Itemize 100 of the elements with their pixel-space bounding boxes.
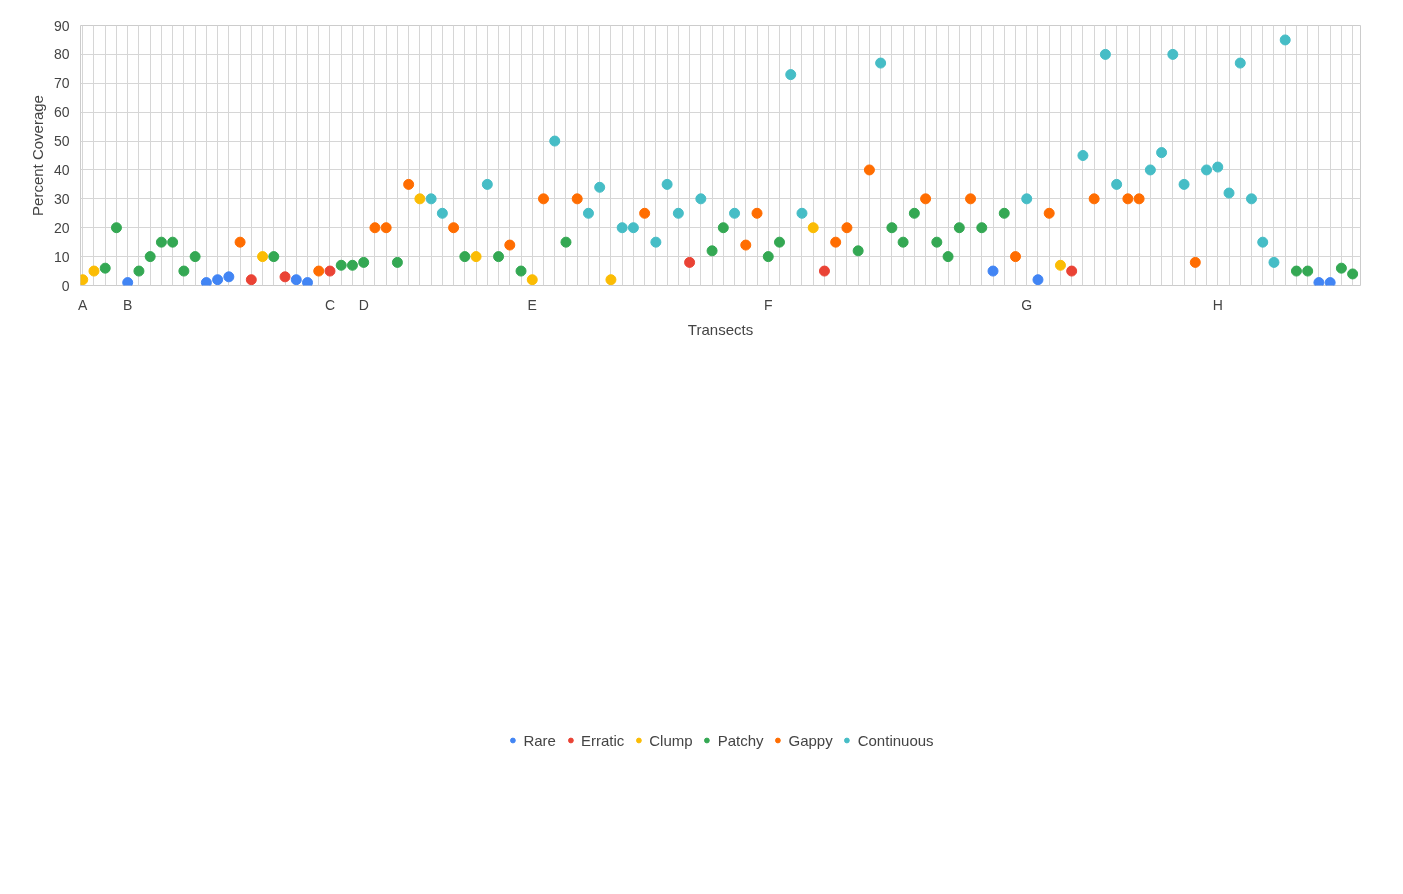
point <box>302 277 314 286</box>
point <box>1245 193 1257 205</box>
point <box>908 207 920 219</box>
point <box>335 259 347 271</box>
legend-label: Clump <box>649 731 693 749</box>
legend-label: Rare <box>523 731 556 749</box>
y-tick-label: 90 <box>53 17 70 34</box>
point <box>897 236 909 248</box>
point <box>515 265 527 277</box>
point <box>493 251 505 263</box>
point <box>1043 207 1055 219</box>
point <box>605 274 617 286</box>
point <box>976 222 988 234</box>
point <box>110 222 122 234</box>
point <box>1122 193 1134 205</box>
point <box>1347 268 1359 280</box>
legend-label: Gappy <box>788 731 833 749</box>
point <box>1279 34 1291 46</box>
point <box>1021 193 1033 205</box>
y-tick-label: 70 <box>53 75 70 92</box>
point <box>1032 274 1044 286</box>
point <box>852 245 864 257</box>
point <box>672 207 684 219</box>
point <box>830 236 842 248</box>
x-tick-label: C <box>324 296 336 313</box>
point <box>751 207 763 219</box>
point <box>1201 164 1213 176</box>
point <box>717 222 729 234</box>
point <box>774 236 785 248</box>
point <box>785 69 797 81</box>
point <box>841 222 853 234</box>
point <box>504 239 516 251</box>
x-tick-label: H <box>1212 296 1223 313</box>
legend-label: Patchy <box>717 731 764 749</box>
point <box>1268 256 1280 268</box>
point <box>661 178 673 190</box>
point <box>1189 256 1201 268</box>
y-tick-label: 20 <box>53 219 70 236</box>
point <box>290 274 302 286</box>
point <box>1324 277 1336 286</box>
point <box>234 236 246 248</box>
point <box>616 222 628 234</box>
point <box>1290 265 1302 277</box>
point <box>223 271 235 283</box>
point <box>571 193 583 205</box>
point <box>594 181 606 193</box>
point <box>639 207 651 219</box>
point <box>1212 161 1224 173</box>
point <box>1335 262 1347 274</box>
point <box>1099 48 1111 60</box>
x-axis-title: Transects <box>687 320 754 338</box>
point <box>526 274 538 286</box>
point <box>1133 193 1145 205</box>
point <box>448 222 460 234</box>
point <box>1223 187 1235 199</box>
y-axis-title: Percent Coverage <box>28 95 46 216</box>
point <box>931 236 943 248</box>
point <box>414 193 426 205</box>
point <box>459 251 471 263</box>
point <box>189 251 201 263</box>
point <box>729 207 741 219</box>
point <box>99 262 111 274</box>
legend-label: Continuous <box>857 731 934 749</box>
point <box>1302 265 1314 277</box>
point <box>875 57 887 69</box>
y-tick-label: 10 <box>53 248 70 265</box>
point <box>88 265 100 277</box>
point <box>200 277 212 286</box>
point <box>279 271 291 283</box>
point <box>1178 178 1190 190</box>
point <box>796 207 808 219</box>
y-tick-label: 50 <box>53 133 70 150</box>
point <box>863 164 875 176</box>
point <box>470 251 482 263</box>
x-tick-label: E <box>527 296 537 313</box>
point <box>346 259 358 271</box>
point <box>1156 147 1168 159</box>
point <box>538 193 549 205</box>
point <box>1257 236 1269 248</box>
point <box>268 251 280 263</box>
point <box>133 265 145 277</box>
point <box>313 265 325 277</box>
point <box>942 251 954 263</box>
legend-label: Erratic <box>580 731 625 749</box>
point <box>818 265 830 277</box>
point <box>1088 193 1100 205</box>
x-tick-label: D <box>358 296 369 313</box>
y-tick-label: 80 <box>53 46 70 63</box>
x-tick-label: F <box>763 296 773 313</box>
point <box>212 274 224 286</box>
point <box>1167 48 1179 60</box>
point <box>1144 164 1156 176</box>
point <box>965 193 977 205</box>
point <box>582 207 594 219</box>
point <box>920 193 932 205</box>
point <box>178 265 190 277</box>
point <box>627 222 639 234</box>
point <box>1234 57 1246 69</box>
point <box>257 251 269 263</box>
point <box>1066 265 1078 277</box>
